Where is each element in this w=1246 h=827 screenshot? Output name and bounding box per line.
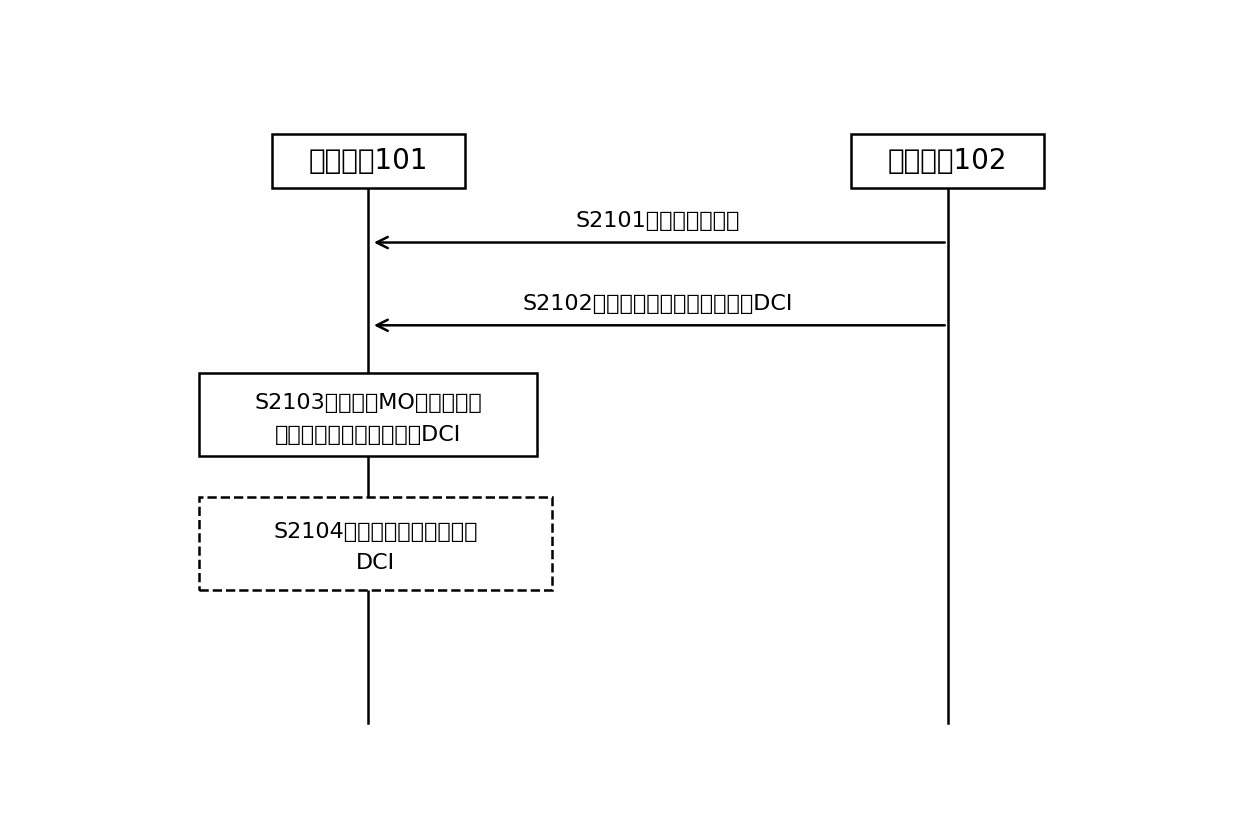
Text: S2101、发送第一信息: S2101、发送第一信息 <box>576 211 740 231</box>
Bar <box>851 134 1044 189</box>
Text: S2104、在时域区间内不监听: S2104、在时域区间内不监听 <box>273 523 477 543</box>
Text: S2102、向用户设备发送第一格式DCI: S2102、向用户设备发送第一格式DCI <box>523 294 792 313</box>
Text: DCI: DCI <box>356 553 395 573</box>
Bar <box>199 497 552 590</box>
Text: 用户设备101: 用户设备101 <box>309 147 427 175</box>
Bar <box>272 134 465 189</box>
Text: 重叠的时域区间内，监听DCI: 重叠的时域区间内，监听DCI <box>275 424 461 444</box>
Text: S2103、在第一MO与第一时段: S2103、在第一MO与第一时段 <box>254 394 482 414</box>
Text: 网络设备102: 网络设备102 <box>888 147 1007 175</box>
Bar <box>199 373 537 456</box>
